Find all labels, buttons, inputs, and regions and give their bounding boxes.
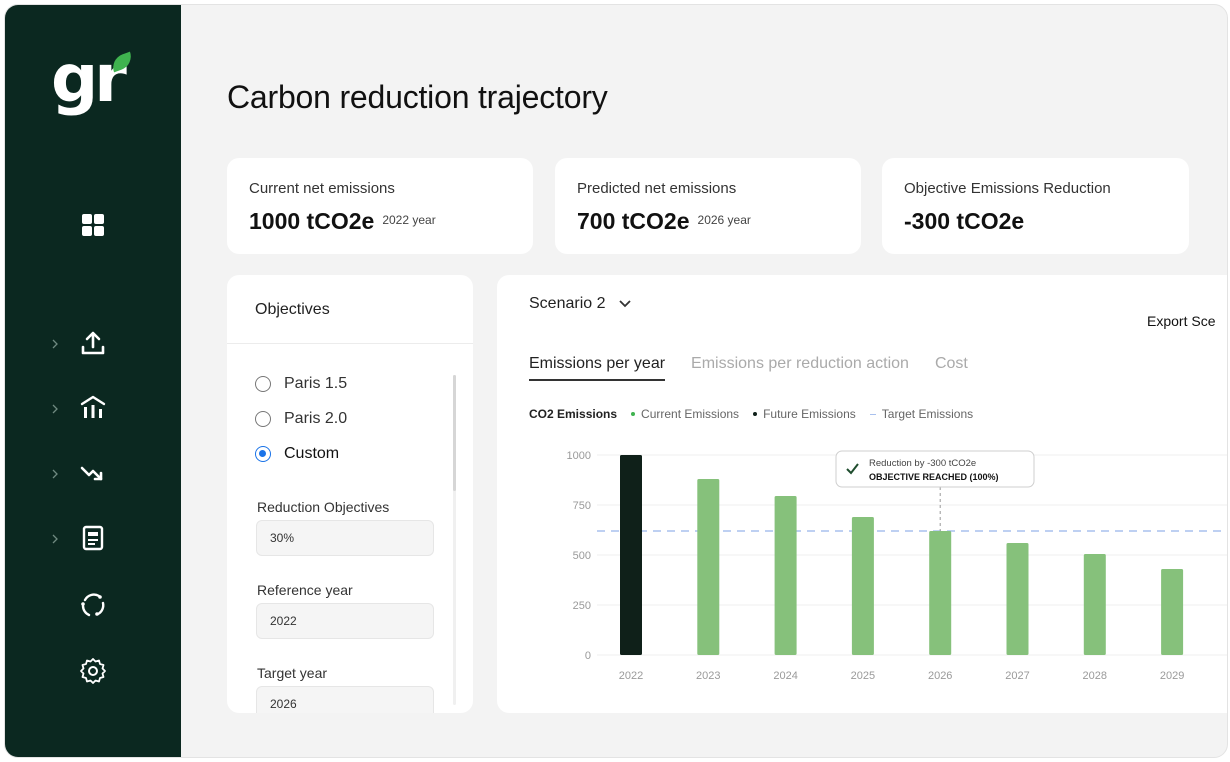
document-icon[interactable] xyxy=(79,524,107,552)
radio-paris-2-0[interactable]: Paris 2.0 xyxy=(255,410,347,428)
legend-dot xyxy=(753,412,758,416)
emissions-chart: 0 250 500 750 1000 2022 2023 2024 2025 2026 2027 20… xyxy=(567,450,1227,682)
radio-custom[interactable]: Custom xyxy=(255,445,339,463)
kpi-label: Current net emissions xyxy=(249,180,395,197)
legend-target: Target Emissions xyxy=(869,407,974,421)
reference-year-field[interactable]: 2022 xyxy=(256,603,434,639)
bar-2024[interactable] xyxy=(774,496,797,655)
tab-emissions-per-year[interactable]: Emissions per year xyxy=(529,355,666,381)
radio-label: Paris 1.5 xyxy=(284,375,348,392)
objectives-title: Objectives xyxy=(255,301,330,318)
y-tick-label: 750 xyxy=(573,500,591,512)
app-window: gr Carbon reduction trajectory xyxy=(4,4,1228,758)
scrollbar-track[interactable] xyxy=(453,375,456,705)
bar-2026[interactable] xyxy=(929,531,952,655)
x-tick-label: 2025 xyxy=(851,670,875,682)
kpi-value-text: 700 tCO2e xyxy=(577,208,690,234)
scenario-dropdown[interactable]: Scenario 2 xyxy=(529,295,632,313)
x-tick-label: 2027 xyxy=(1005,670,1029,682)
tooltip-box xyxy=(835,450,1035,488)
export-scenario-button[interactable]: Export Sce xyxy=(1147,313,1216,329)
bar-2025[interactable] xyxy=(851,517,874,655)
radio-button[interactable] xyxy=(255,411,271,427)
bar-2022[interactable] xyxy=(620,455,642,655)
kpi-card-current: Current net emissions 1000 tCO2e 2022 yea… xyxy=(227,158,533,254)
chevron-right-icon[interactable] xyxy=(49,403,61,415)
kpi-year: 2026 year xyxy=(697,213,751,227)
trend-down-icon[interactable] xyxy=(79,459,107,487)
scrollbar-thumb[interactable] xyxy=(453,375,456,491)
logo: gr xyxy=(51,40,127,117)
tab-emissions-per-action[interactable]: Emissions per reduction action xyxy=(691,355,909,372)
kpi-value: 700 tCO2e 2026 year xyxy=(577,208,751,235)
x-tick-label: 2024 xyxy=(773,670,797,682)
chevron-right-icon[interactable] xyxy=(49,468,61,480)
bank-chart-icon[interactable] xyxy=(79,394,107,422)
upload-icon[interactable] xyxy=(79,329,107,357)
legend-dot xyxy=(631,412,636,416)
target-year-field[interactable]: 2026 xyxy=(256,686,434,713)
radio-label: Custom xyxy=(284,445,340,462)
radio-label: Paris 2.0 xyxy=(284,410,348,427)
y-tick-label: 250 xyxy=(573,600,591,612)
y-tick-label: 1000 xyxy=(567,450,591,462)
scenario-label: Scenario 2 xyxy=(529,295,606,312)
chevron-right-icon[interactable] xyxy=(49,338,61,350)
page-title: Carbon reduction trajectory xyxy=(227,79,608,115)
y-tick-label: 0 xyxy=(585,650,591,662)
x-tick-label: 2026 xyxy=(928,670,952,682)
kpi-label: Predicted net emissions xyxy=(577,180,737,197)
legend-label: Current Emissions xyxy=(641,407,740,421)
x-tick-label: 2022 xyxy=(619,670,643,682)
kpi-value-text: 1000 tCO2e xyxy=(249,208,375,234)
chart-legend: CO2 Emissions Current Emissions Future E… xyxy=(529,407,973,421)
sidebar: gr xyxy=(5,5,181,757)
objectives-panel: Objectives Paris 1.5 Paris 2.0 Custom Re… xyxy=(227,275,473,713)
radio-paris-1-5[interactable]: Paris 1.5 xyxy=(255,375,347,393)
main-content: Carbon reduction trajectory Current net … xyxy=(181,5,1227,757)
chevron-right-icon[interactable] xyxy=(49,533,61,545)
check-icon xyxy=(846,463,859,475)
kpi-year: 2022 year xyxy=(382,213,436,227)
kpi-value: 1000 tCO2e 2022 year xyxy=(249,208,436,235)
legend-future: Future Emissions xyxy=(753,407,856,421)
bar-2027[interactable] xyxy=(1006,543,1029,655)
y-tick-label: 500 xyxy=(573,550,591,562)
chevron-down-icon xyxy=(618,300,631,308)
gear-icon[interactable] xyxy=(79,657,107,685)
kpi-value: -300 tCO2e xyxy=(904,208,1024,235)
legend-title: CO2 Emissions xyxy=(529,407,618,421)
legend-label: Future Emissions xyxy=(763,407,856,421)
chart-tabs: Emissions per year Emissions per reducti… xyxy=(529,355,968,381)
target-year-label: Target year xyxy=(257,665,328,681)
bar-2028[interactable] xyxy=(1083,554,1106,655)
x-tick-label: 2028 xyxy=(1083,670,1107,682)
reduction-objectives-label: Reduction Objectives xyxy=(257,499,390,515)
scenario-panel: Scenario 2 Export Sce Emissions per year… xyxy=(497,275,1227,713)
legend-current: Current Emissions xyxy=(631,407,739,421)
radio-button-selected[interactable] xyxy=(255,446,271,462)
kpi-card-predicted: Predicted net emissions 700 tCO2e 2026 ye… xyxy=(555,158,861,254)
tooltip-line2: OBJECTIVE REACHED (100%) xyxy=(869,472,999,482)
tooltip-line1: Reduction by -300 tCO2e xyxy=(869,458,976,469)
kpi-card-objective: Objective Emissions Reduction -300 tCO2e xyxy=(882,158,1189,254)
kpi-label: Objective Emissions Reduction xyxy=(904,180,1111,197)
reference-year-label: Reference year xyxy=(257,582,353,598)
divider xyxy=(227,343,473,344)
legend-label: Target Emissions xyxy=(881,407,974,421)
bar-2029[interactable] xyxy=(1161,569,1184,655)
x-tick-label: 2029 xyxy=(1160,670,1184,682)
refresh-cycle-icon[interactable] xyxy=(79,591,107,619)
x-tick-label: 2023 xyxy=(696,670,720,682)
radio-button[interactable] xyxy=(255,376,271,392)
kpi-value-text: -300 tCO2e xyxy=(904,208,1025,234)
grid-icon[interactable] xyxy=(79,211,107,239)
bar-2023[interactable] xyxy=(697,479,720,655)
reduction-objectives-field[interactable]: 30% xyxy=(256,520,434,556)
legend-dash xyxy=(869,413,876,415)
tab-cost[interactable]: Cost xyxy=(934,355,968,372)
